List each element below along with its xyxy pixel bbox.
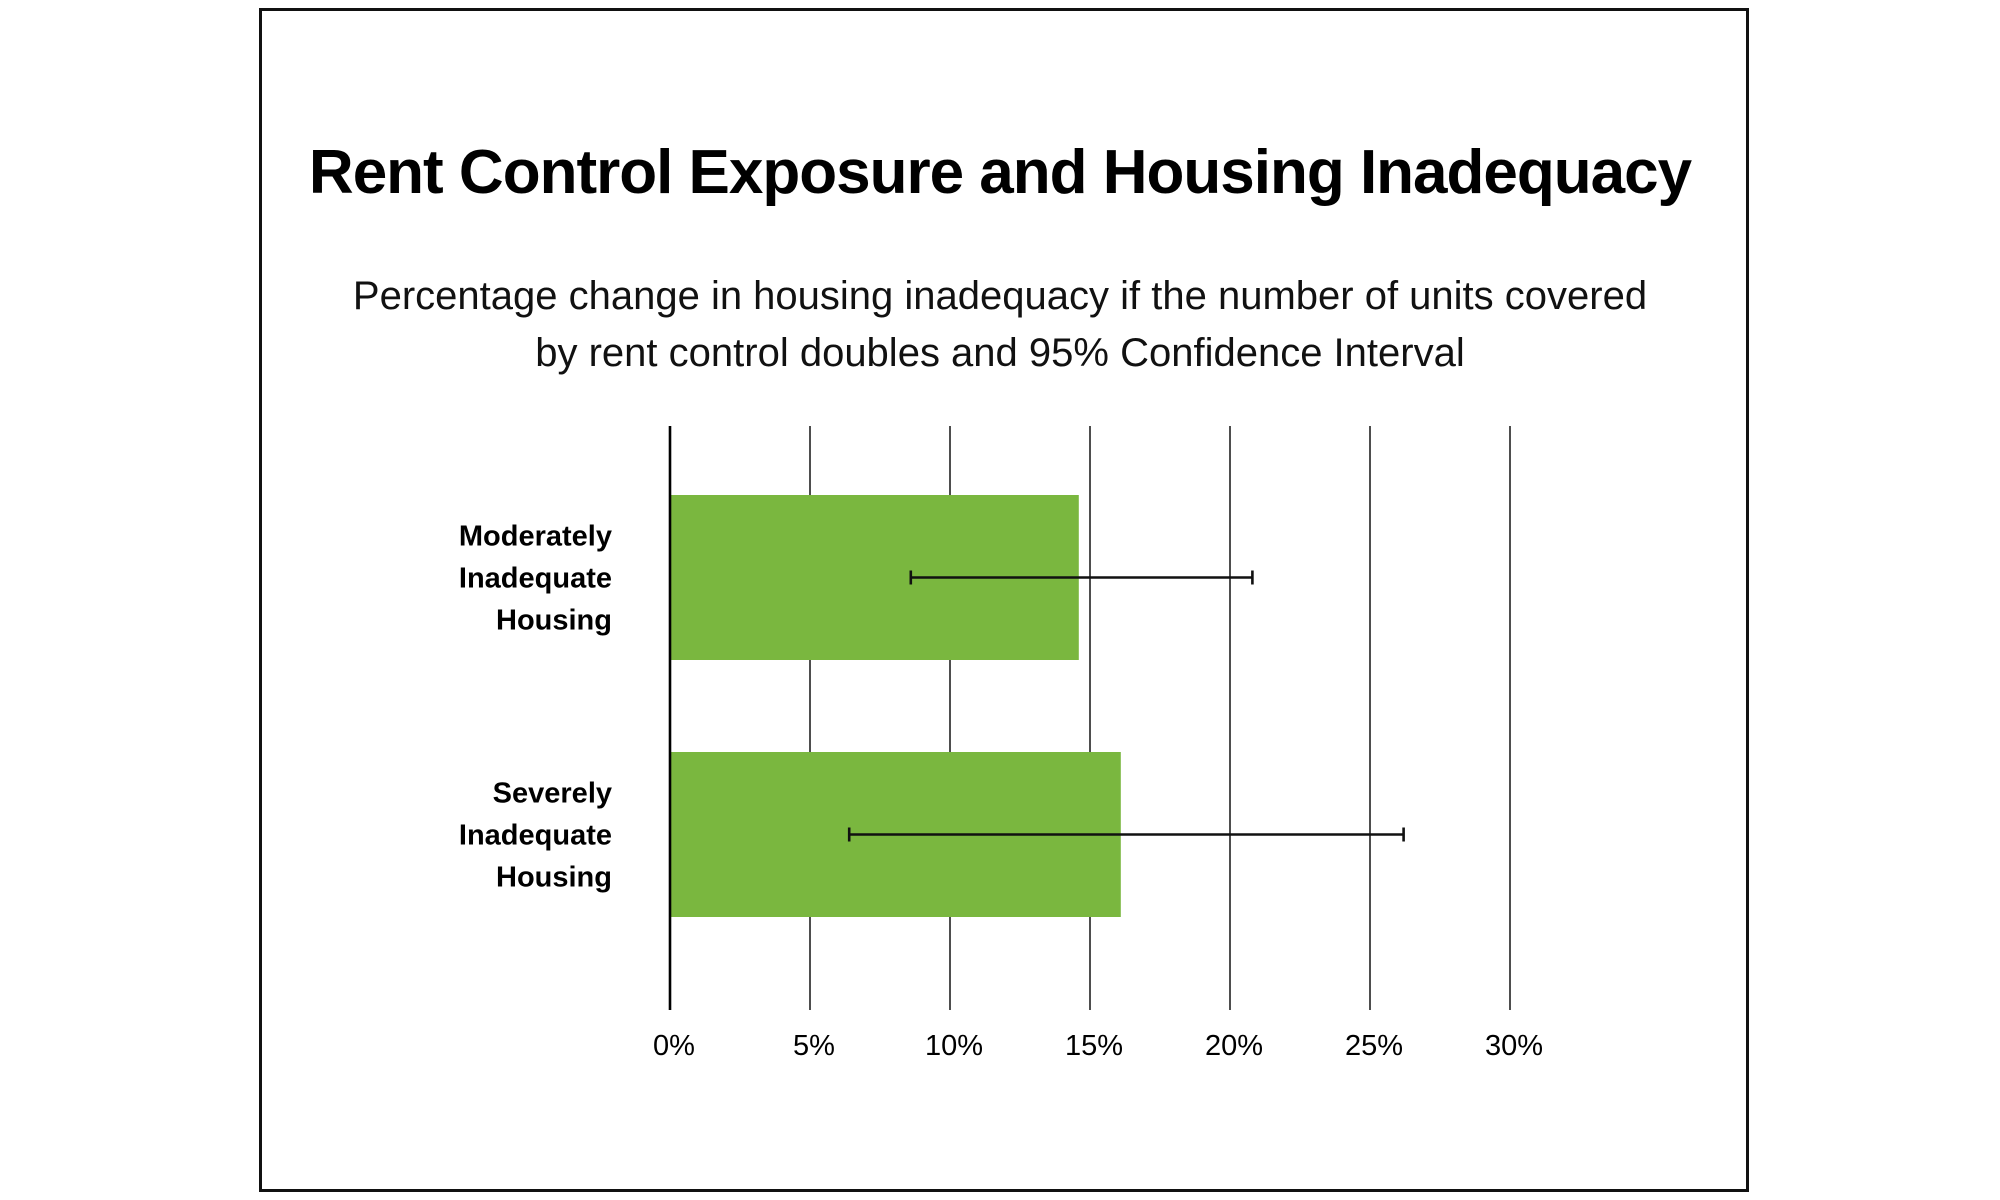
error-bar-2 [847,827,1405,842]
category-label-line: Inadequate [459,820,612,852]
x-tick-label-10: 10% [925,1030,983,1062]
subtitle-line-1: Percentage change in housing inadequacy … [352,274,1648,318]
x-tick-label-30: 30% [1485,1030,1543,1062]
category-label-line: Moderately [459,521,612,553]
chart-frame [259,8,1749,1192]
x-tick-labels: 0% 5% 10% 15% 20% 25% 30% [653,1030,1543,1062]
x-tick-label-20: 20% [1205,1030,1263,1062]
bars [670,495,1121,917]
category-label-2: Severely Inadequate Housing [459,778,612,894]
x-tick-label-25: 25% [1345,1030,1403,1062]
x-tick-label-5: 5% [793,1030,835,1062]
chart-subtitle: Percentage change in housing inadequacy … [0,268,2000,382]
x-tick-label-0: 0% [653,1030,695,1062]
category-label-line: Severely [493,778,612,810]
error-bar-1 [909,570,1254,585]
error-bars [847,570,1405,842]
subtitle-line-2: by rent control doubles and 95% Confiden… [535,330,1465,375]
category-label-1: Moderately Inadequate Housing [459,521,612,637]
category-label-line: Inadequate [459,563,612,595]
category-label-line: Housing [496,605,612,637]
x-tick-label-15: 15% [1065,1030,1123,1062]
chart-title: Rent Control Exposure and Housing Inadeq… [308,138,1692,207]
category-labels: Moderately Inadequate Housing Severely Inade… [459,521,612,894]
category-label-line: Housing [496,862,612,894]
